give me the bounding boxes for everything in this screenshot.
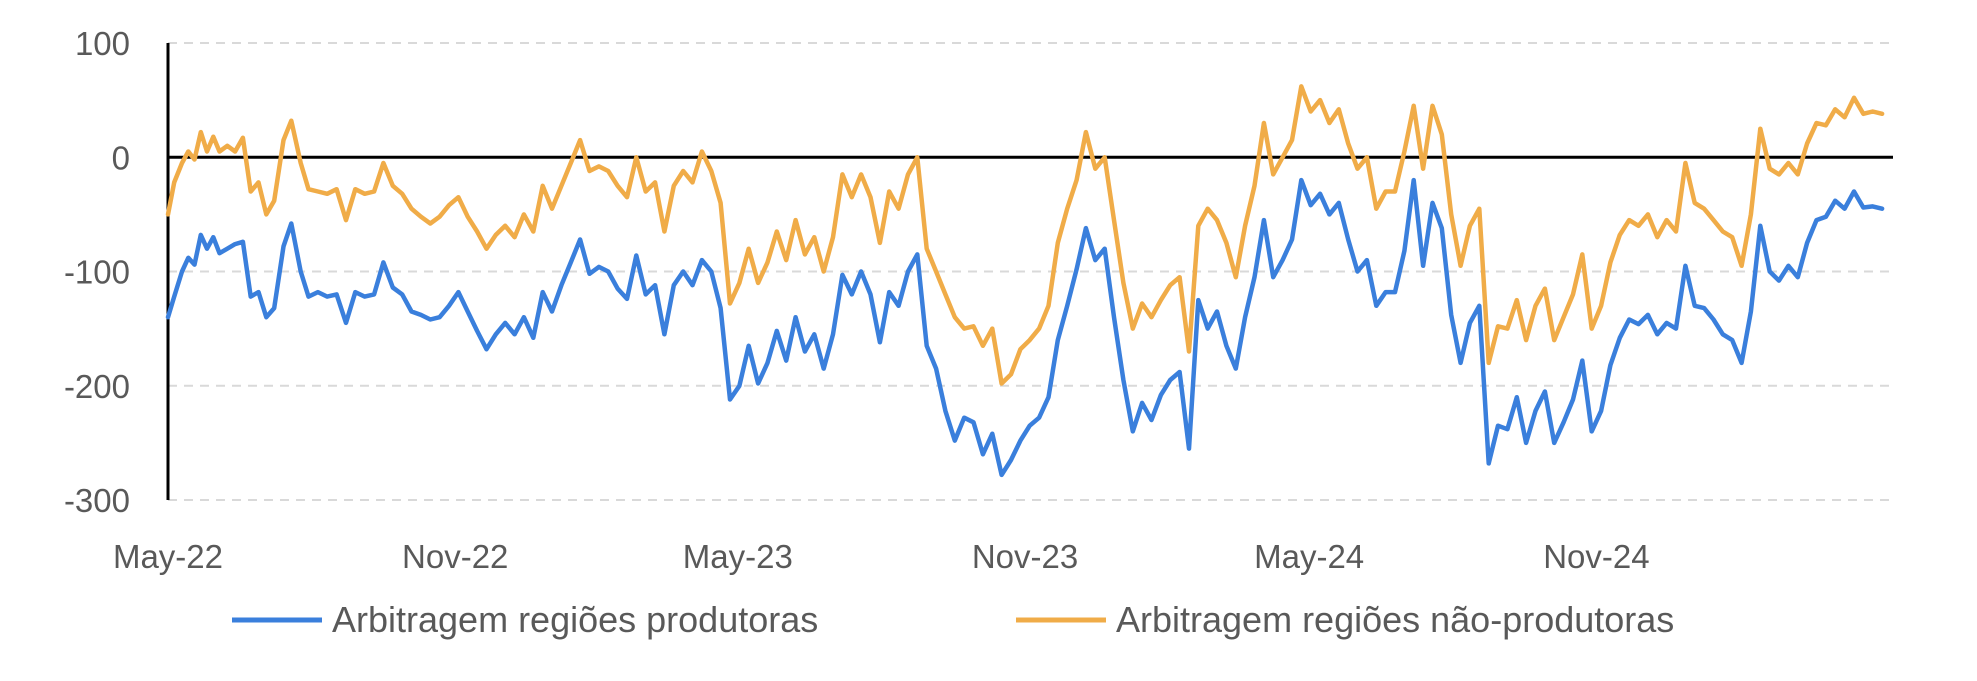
x-tick-label: Nov-23 xyxy=(972,538,1078,575)
series-line-2 xyxy=(165,84,1885,386)
x-tick-label: May-23 xyxy=(683,538,793,575)
gridlines xyxy=(168,42,1893,501)
y-tick-label: 0 xyxy=(112,139,130,176)
y-tick-label: -100 xyxy=(64,254,130,291)
x-axis-tick-labels: May-22 Nov-22 May-23 Nov-23 May-24 Nov-24 xyxy=(113,538,1650,575)
legend-label-1: Arbitragem regiões produtoras xyxy=(332,599,818,640)
axes xyxy=(166,43,1893,500)
x-tick-label: May-22 xyxy=(113,538,223,575)
series-line-1 xyxy=(165,177,1885,478)
y-tick-label: -300 xyxy=(64,482,130,519)
y-axis-tick-labels: 100 0 -100 -200 -300 xyxy=(64,25,130,519)
y-tick-label: 100 xyxy=(75,25,130,62)
y-tick-label: -200 xyxy=(64,368,130,405)
x-tick-label: Nov-24 xyxy=(1543,538,1649,575)
x-tick-label: Nov-22 xyxy=(402,538,508,575)
legend: Arbitragem regiões produtoras Arbitragem … xyxy=(232,599,1674,640)
legend-label-2: Arbitragem regiões não-produtoras xyxy=(1116,599,1674,640)
series-lines xyxy=(165,84,1885,478)
x-tick-label: May-24 xyxy=(1254,538,1364,575)
